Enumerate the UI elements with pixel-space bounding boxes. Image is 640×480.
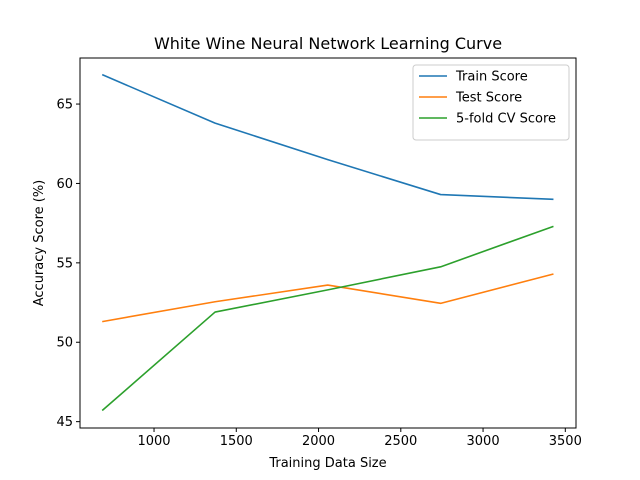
y-tick-label: 50 (56, 336, 73, 351)
y-axis-label: Accuracy Score (%) (32, 180, 47, 307)
legend-label: 5-fold CV Score (456, 112, 556, 127)
plot-lines (101, 73, 554, 412)
legend-frame (412, 64, 570, 141)
chart-title: White Wine Neural Network Learning Curve (154, 34, 502, 53)
x-tick-label: 1000 (137, 434, 170, 449)
legend-label: Test Score (455, 91, 522, 106)
series-line-2 (102, 273, 554, 323)
x-axis-label: Training Data Size (268, 456, 386, 471)
x-tick-label: 1500 (220, 434, 253, 449)
series-line-1 (101, 73, 554, 201)
legend: Train Score Test Score 5-fold CV Score (412, 64, 570, 141)
plot-frame (79, 57, 577, 429)
y-tick-label: 55 (56, 256, 73, 271)
series-line-3 (101, 225, 554, 412)
legend-label: Train Score (455, 70, 528, 85)
y-tick-label: 65 (56, 98, 73, 113)
x-tick-label: 2500 (384, 434, 417, 449)
y-tick-label: 45 (56, 415, 73, 430)
axis-ticks: 1000 1500 2000 2500 3000 3500 45 50 55 60 65 (56, 98, 581, 449)
x-tick-label: 3500 (549, 434, 582, 449)
y-tick-label: 60 (56, 177, 73, 192)
x-tick-label: 2000 (302, 434, 335, 449)
x-tick-label: 3000 (467, 434, 500, 449)
